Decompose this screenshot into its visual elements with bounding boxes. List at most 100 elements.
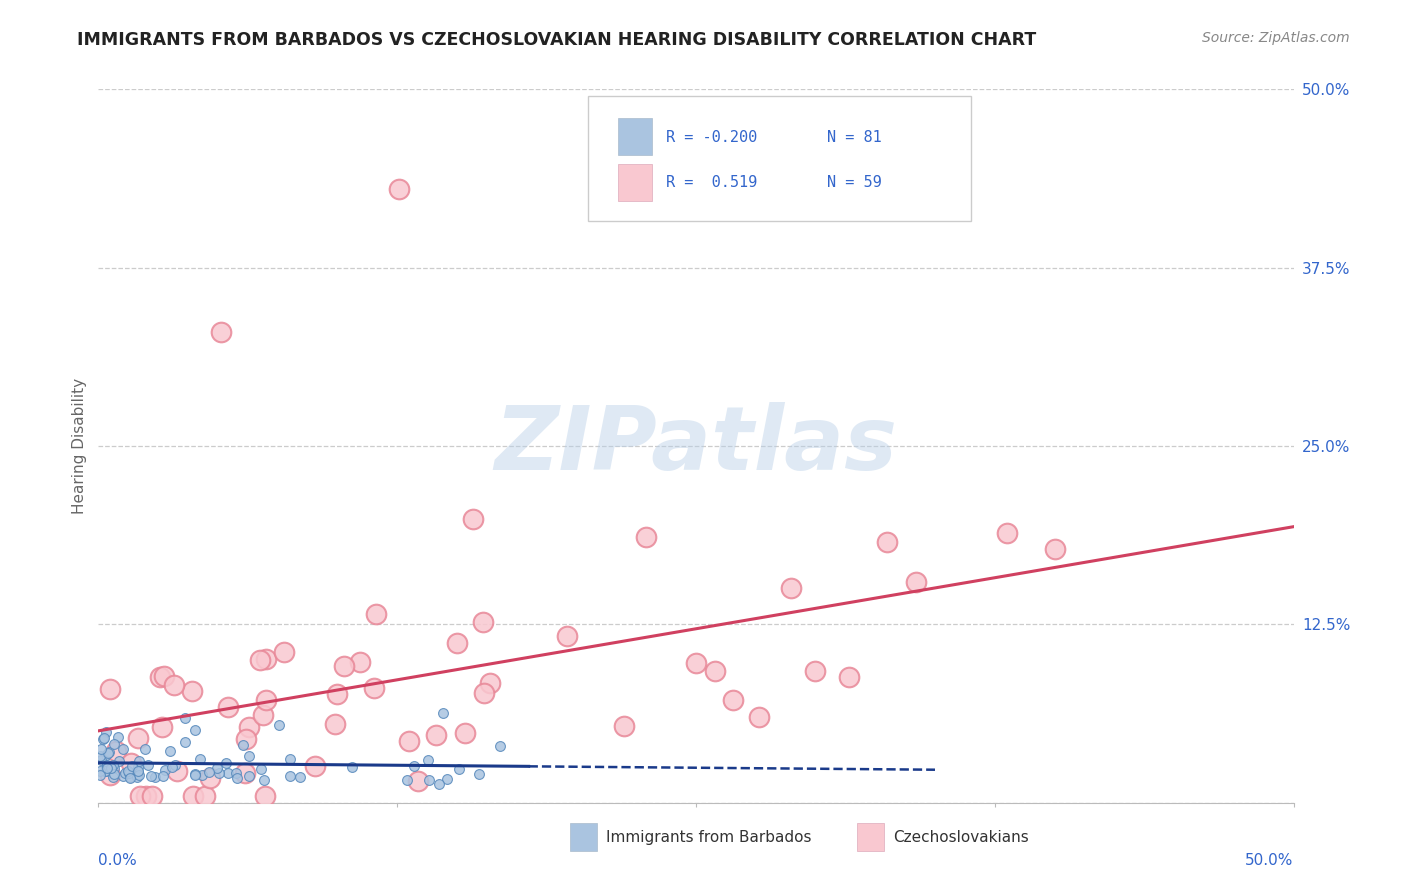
Point — [634, 530, 657, 544]
Point — [349, 655, 371, 669]
Point — [225, 765, 247, 780]
Point — [478, 675, 501, 690]
Text: R =  0.519: R = 0.519 — [666, 175, 758, 190]
Point — [117, 764, 139, 779]
Point — [91, 731, 114, 746]
Point — [193, 789, 215, 803]
Point — [166, 764, 188, 779]
Text: 0.0%: 0.0% — [98, 853, 138, 868]
Point — [333, 658, 356, 673]
Point — [120, 756, 142, 771]
Point — [141, 769, 163, 783]
Point — [474, 686, 496, 700]
Point — [128, 754, 150, 768]
Point — [721, 693, 744, 707]
Point — [148, 670, 170, 684]
Point — [174, 735, 197, 749]
Point — [363, 681, 385, 695]
Point — [238, 769, 260, 783]
Point — [136, 758, 159, 772]
Point — [685, 656, 707, 670]
Point — [153, 763, 176, 777]
Point — [253, 773, 276, 788]
Point — [134, 742, 156, 756]
Point — [838, 670, 860, 684]
Point — [118, 766, 141, 780]
Point — [217, 700, 239, 714]
Point — [436, 772, 458, 787]
Point — [181, 789, 204, 803]
Point — [152, 720, 174, 734]
Point — [152, 769, 174, 783]
Text: Immigrants from Barbados: Immigrants from Barbados — [606, 830, 811, 845]
Point — [100, 761, 122, 775]
Point — [97, 745, 120, 759]
Point — [995, 525, 1018, 540]
Point — [112, 742, 135, 756]
Point — [278, 752, 301, 766]
Point — [114, 765, 136, 780]
Point — [103, 758, 125, 772]
Point — [364, 607, 387, 621]
Point — [188, 752, 211, 766]
Point — [404, 758, 426, 772]
Point — [232, 739, 254, 753]
Point — [96, 757, 118, 772]
Point — [96, 761, 118, 775]
Point — [184, 723, 207, 738]
Point — [127, 760, 149, 774]
Point — [273, 645, 295, 659]
Point — [304, 759, 326, 773]
Point — [555, 629, 578, 643]
Point — [388, 182, 411, 196]
Point — [120, 771, 142, 785]
Point — [153, 669, 176, 683]
Point — [238, 749, 260, 764]
Point — [190, 768, 212, 782]
Point — [163, 678, 186, 692]
Point — [90, 753, 112, 767]
Point — [217, 766, 239, 780]
Point — [432, 706, 454, 720]
Point — [135, 789, 157, 803]
Point — [180, 683, 202, 698]
Point — [252, 708, 274, 723]
Point — [121, 758, 143, 772]
Point — [90, 742, 112, 756]
Point — [406, 774, 429, 789]
Point — [425, 727, 447, 741]
Point — [225, 771, 247, 785]
Point — [128, 768, 150, 782]
Point — [103, 770, 125, 784]
Point — [446, 635, 468, 649]
Point — [89, 768, 111, 782]
Point — [780, 581, 803, 595]
Point — [141, 789, 163, 803]
Point — [905, 574, 928, 589]
Y-axis label: Hearing Disability: Hearing Disability — [72, 378, 87, 514]
Point — [290, 770, 312, 784]
Point — [118, 771, 141, 785]
Point — [254, 693, 277, 707]
Point — [427, 777, 450, 791]
Point — [96, 724, 118, 739]
Point — [93, 731, 115, 746]
Point — [326, 687, 349, 701]
Text: N = 59: N = 59 — [827, 175, 882, 190]
Point — [107, 730, 129, 744]
Point — [159, 744, 181, 758]
Point — [323, 716, 346, 731]
Point — [105, 744, 128, 758]
Point — [489, 739, 512, 753]
Point — [467, 766, 489, 780]
Point — [235, 731, 257, 746]
Text: N = 81: N = 81 — [827, 130, 882, 145]
Point — [98, 681, 122, 696]
Point — [340, 760, 363, 774]
Point — [174, 711, 197, 725]
Bar — [571, 823, 596, 851]
Text: IMMIGRANTS FROM BARBADOS VS CZECHOSLOVAKIAN HEARING DISABILITY CORRELATION CHART: IMMIGRANTS FROM BARBADOS VS CZECHOSLOVAK… — [77, 31, 1036, 49]
Point — [207, 761, 229, 775]
Point — [267, 718, 290, 732]
Point — [209, 325, 232, 339]
